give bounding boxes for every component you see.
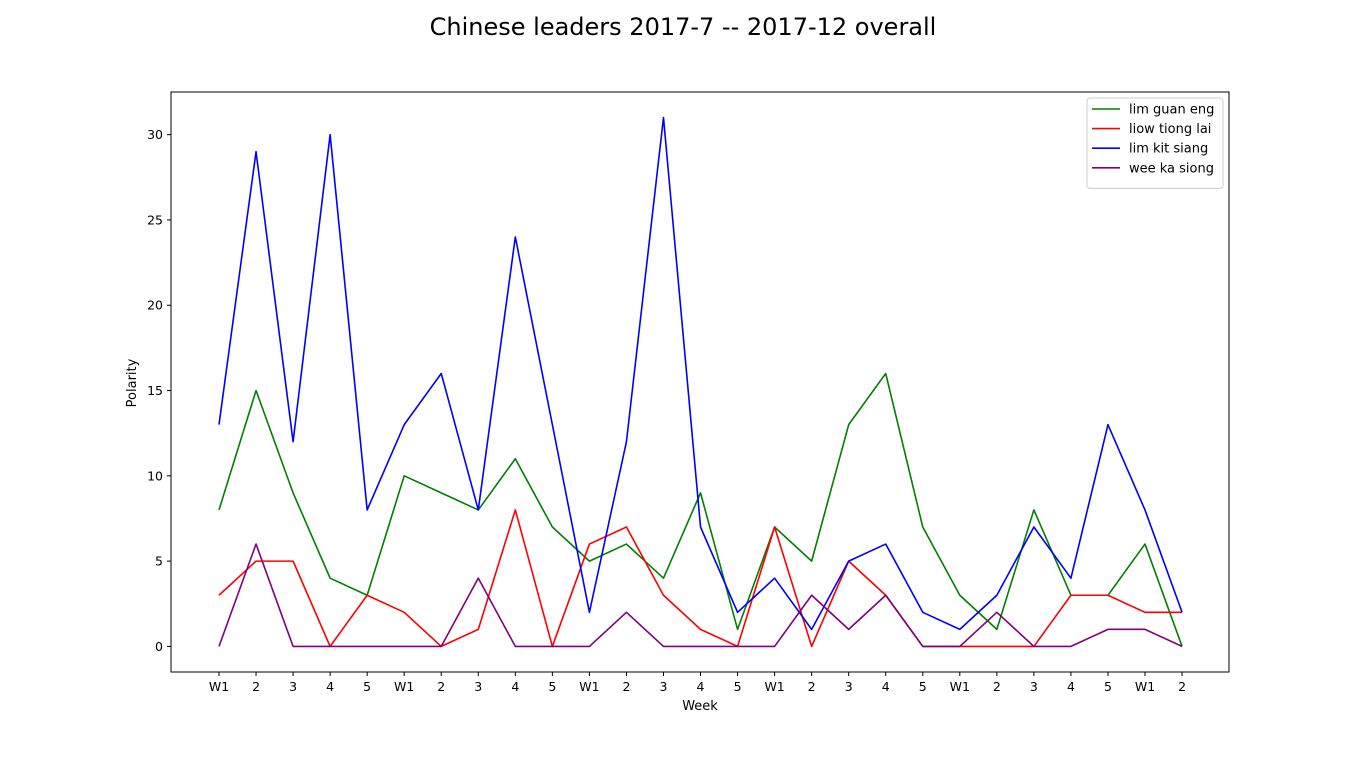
x-tick-label: 5	[1104, 679, 1112, 694]
y-tick-label: 15	[147, 383, 163, 398]
x-axis-label: Week	[682, 699, 718, 714]
series-line-1	[218, 372, 1183, 647]
legend-label: wee ka siong	[1129, 161, 1214, 176]
series-line-4	[218, 543, 1183, 648]
x-tick-label: W1	[950, 679, 970, 694]
legend-label: lim guan eng	[1129, 103, 1214, 118]
legend: lim guan eng liow tiong lai lim kit siang w…	[1086, 97, 1224, 189]
x-axis: W1 2 3 4 5 W1 2 3 4 5 W1 2 3 4 5 W1 2 3 4 5 W1 2 3 4 5 W1 2	[209, 672, 1186, 694]
x-tick-label: 3	[289, 679, 297, 694]
y-tick-label: 25	[147, 212, 163, 227]
legend-label: liow tiong lai	[1129, 122, 1211, 137]
x-tick-label: 2	[808, 679, 816, 694]
y-tick-label: 20	[147, 298, 163, 313]
x-tick-label: 4	[882, 679, 890, 694]
x-tick-label: W1	[764, 679, 784, 694]
x-tick-label: 2	[622, 679, 630, 694]
y-axis-label: Polarity	[125, 358, 140, 407]
series-line-3	[218, 116, 1183, 631]
x-tick-label: 5	[363, 679, 371, 694]
y-axis: 0 5 10 15 20 25 30	[147, 127, 171, 654]
legend-label: lim kit siang	[1129, 142, 1208, 157]
x-tick-label: 2	[1178, 679, 1186, 694]
x-tick-label: 3	[845, 679, 853, 694]
x-tick-label: 4	[511, 679, 519, 694]
x-tick-label: 4	[697, 679, 705, 694]
x-tick-label: 5	[734, 679, 742, 694]
x-tick-label: W1	[1135, 679, 1155, 694]
x-tick-label: 4	[326, 679, 334, 694]
x-tick-label: 2	[437, 679, 445, 694]
x-tick-label: 3	[660, 679, 668, 694]
chart-title: Chinese leaders 2017-7 -- 2017-12 overal…	[430, 13, 937, 41]
x-tick-label: 2	[993, 679, 1001, 694]
x-tick-label: 5	[548, 679, 556, 694]
x-tick-label: 5	[919, 679, 927, 694]
x-tick-label: W1	[209, 679, 229, 694]
plot-area	[170, 91, 1230, 673]
y-tick-label: 0	[155, 639, 163, 654]
legend-box	[1086, 97, 1224, 189]
y-tick-label: 10	[147, 468, 163, 483]
x-tick-label: 3	[474, 679, 482, 694]
x-tick-label: 4	[1067, 679, 1075, 694]
y-tick-label: 30	[147, 127, 163, 142]
x-tick-label: 3	[1030, 679, 1038, 694]
y-tick-label: 5	[155, 554, 163, 569]
series-line-2	[218, 509, 1183, 648]
x-tick-label: 2	[252, 679, 260, 694]
x-tick-label: W1	[579, 679, 599, 694]
x-tick-label: W1	[394, 679, 414, 694]
series-layer	[218, 116, 1183, 648]
